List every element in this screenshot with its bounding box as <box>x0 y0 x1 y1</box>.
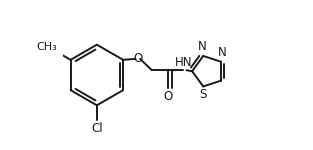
Text: N: N <box>198 40 207 53</box>
Text: S: S <box>199 88 206 101</box>
Text: O: O <box>133 52 142 65</box>
Text: CH₃: CH₃ <box>36 42 57 52</box>
Text: HN: HN <box>175 56 192 69</box>
Text: Cl: Cl <box>91 122 103 135</box>
Text: O: O <box>164 90 173 103</box>
Text: N: N <box>218 46 226 59</box>
